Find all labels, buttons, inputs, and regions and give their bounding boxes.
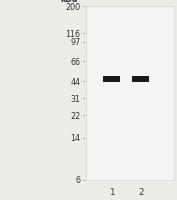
Text: 66: 66	[71, 57, 81, 66]
FancyBboxPatch shape	[103, 77, 120, 82]
Text: 116: 116	[65, 29, 81, 38]
Text: 97: 97	[70, 38, 81, 47]
Text: 1: 1	[109, 188, 114, 196]
Text: 22: 22	[70, 111, 81, 120]
Text: 200: 200	[65, 3, 81, 11]
Text: 44: 44	[71, 77, 81, 86]
Text: 6: 6	[76, 176, 81, 184]
FancyBboxPatch shape	[132, 77, 149, 82]
Text: 14: 14	[71, 134, 81, 143]
Text: 2: 2	[138, 188, 144, 196]
Text: 31: 31	[71, 95, 81, 103]
Text: kDa: kDa	[60, 0, 78, 4]
FancyBboxPatch shape	[86, 7, 174, 180]
